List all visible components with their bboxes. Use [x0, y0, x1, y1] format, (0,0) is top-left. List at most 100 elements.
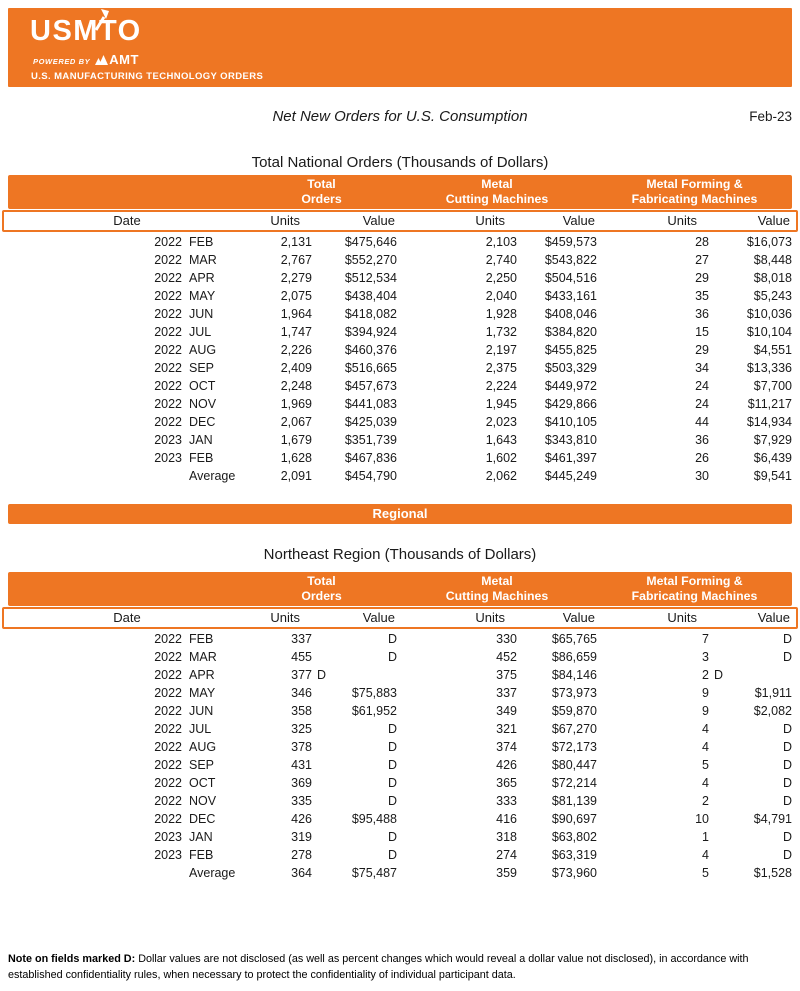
cutting-units-cell: 359	[496, 866, 517, 880]
footnote: Note on fields marked D: Dollar values a…	[8, 952, 792, 983]
table-row: 2022 OCT 369 D 365 $72,214 4 D	[8, 774, 792, 792]
cutting-value-cell: $67,270	[551, 722, 597, 736]
total-value-cell: D	[317, 668, 327, 682]
total-units-cell: 377	[291, 668, 312, 682]
average-row: Average 364 $75,487 359 $73,960 5 $1,528	[8, 864, 792, 882]
cutting-units-cell: 330	[496, 632, 517, 646]
date-column-header: Date	[113, 610, 141, 625]
date-year-cell: 2022	[154, 704, 182, 718]
total-value-cell: $457,673	[344, 379, 397, 393]
forming-units-cell: 26	[695, 451, 709, 465]
total-units-cell: 278	[291, 848, 312, 862]
date-month-cell: FEB	[189, 235, 214, 249]
cutting-value-cell: $72,173	[551, 740, 597, 754]
forming-units-cell: 34	[695, 361, 709, 375]
forming-units-cell: 4	[702, 776, 709, 790]
forming-units-cell: 5	[702, 866, 709, 880]
group-label-line: Metal	[481, 574, 513, 588]
forming-value-cell: D	[782, 632, 792, 646]
regional-banner: Regional	[8, 504, 792, 524]
forming-units-cell: 4	[702, 848, 709, 862]
table-row: 2022 AUG 378 D 374 $72,173 4 D	[8, 738, 792, 756]
total-units-cell: 378	[291, 740, 312, 754]
cutting-value-cell: $90,697	[551, 812, 597, 826]
total-units-cell: 2,279	[280, 271, 312, 285]
forming-value-cell: D	[782, 722, 792, 736]
cutting-value-cell: $429,866	[544, 397, 597, 411]
forming-units-cell: 44	[695, 415, 709, 429]
total-units-cell: 2,091	[280, 469, 312, 483]
forming-units-cell: 27	[695, 253, 709, 267]
forming-units-cell: 4	[702, 722, 709, 736]
table-row: 2022 FEB 2,131 $475,646 2,103 $459,573 28 $16,0…	[8, 233, 792, 251]
total-units-cell: 369	[291, 776, 312, 790]
cutting-units-cell: 2,103	[485, 235, 517, 249]
total-value-cell: $75,487	[351, 866, 397, 880]
footnote-text: Dollar values are not disclosed (as well…	[8, 953, 749, 981]
date-month-cell: JUN	[189, 307, 214, 321]
date-month-cell: DEC	[189, 415, 216, 429]
date-year-cell: 2022	[154, 740, 182, 754]
cutting-units-cell: 274	[496, 848, 517, 862]
date-year-cell: 2022	[154, 776, 182, 790]
title-row: Net New Orders for U.S. Consumption Feb-…	[0, 108, 800, 127]
report-period: Feb-23	[749, 109, 792, 124]
total-units-cell: 346	[291, 686, 312, 700]
forming-value-cell: D	[782, 830, 792, 844]
forming-value-cell: $9,541	[753, 469, 792, 483]
cutting-value-cell: $84,146	[551, 668, 597, 682]
date-month-cell: MAR	[189, 253, 217, 267]
total-units-cell: 2,075	[280, 289, 312, 303]
total-value-cell: $75,883	[351, 686, 397, 700]
forming-value-cell: $4,791	[753, 812, 792, 826]
usmto-logo: USMTO	[30, 9, 142, 46]
forming-value-cell: $14,934	[746, 415, 792, 429]
total-units-cell: 2,067	[280, 415, 312, 429]
total-units-cell: 337	[291, 632, 312, 646]
date-month-cell: OCT	[189, 379, 216, 393]
total-units-cell: 2,226	[280, 343, 312, 357]
forming-units-cell: 28	[695, 235, 709, 249]
cutting-units-cell: 1,945	[485, 397, 517, 411]
table-row: 2022 NOV 1,969 $441,083 1,945 $429,866 24 $11,2…	[8, 395, 792, 413]
total-units-cell: 1,964	[280, 307, 312, 321]
northeast-table-rows: 2022 FEB 337 D 330 $65,765 7 D 2022 MAR 455 D 452 $86…	[8, 630, 792, 882]
cutting-value-cell: $459,573	[544, 235, 597, 249]
total-value-cell: D	[387, 650, 397, 664]
national-column-header-row: Date Units Value Units Value Units Value	[2, 210, 798, 232]
date-year-cell: 2022	[154, 686, 182, 700]
units-column-header: Units	[475, 610, 505, 625]
total-units-cell: 455	[291, 650, 312, 664]
date-year-cell: 2022	[154, 271, 182, 285]
table-row: 2022 DEC 2,067 $425,039 2,023 $410,105 44 $14,9…	[8, 413, 792, 431]
column-group-metal-forming: Metal Forming & Fabricating Machines	[597, 177, 792, 206]
date-month-cell: FEB	[189, 632, 214, 646]
date-year-cell	[8, 864, 182, 882]
date-month-cell: Average	[189, 866, 236, 880]
date-month-cell: OCT	[189, 776, 216, 790]
table-row: 2022 NOV 335 D 333 $81,139 2 D	[8, 792, 792, 810]
cutting-units-cell: 365	[496, 776, 517, 790]
table-row: 2022 FEB 337 D 330 $65,765 7 D	[8, 630, 792, 648]
group-label-line: Fabricating Machines	[631, 588, 758, 603]
cutting-value-cell: $73,960	[551, 866, 597, 880]
value-column-header: Value	[757, 610, 790, 625]
forming-value-cell: D	[782, 740, 792, 754]
cutting-value-cell: $343,810	[544, 433, 597, 447]
forming-value-cell: D	[782, 848, 792, 862]
date-month-cell: APR	[189, 271, 215, 285]
powered-by-label: POWERED BY	[33, 57, 91, 66]
forming-value-cell: D	[782, 758, 792, 772]
report-title: Net New Orders for U.S. Consumption	[272, 108, 528, 125]
column-group-metal-forming: Metal Forming & Fabricating Machines	[597, 574, 792, 603]
table-row: 2023 JAN 1,679 $351,739 1,643 $343,810 36 $7,92…	[8, 431, 792, 449]
total-value-cell: $394,924	[344, 325, 397, 339]
date-month-cell: SEP	[189, 758, 215, 772]
forming-value-cell: $10,104	[746, 325, 792, 339]
cutting-units-cell: 375	[496, 668, 517, 682]
total-units-cell: 426	[291, 812, 312, 826]
brand-header: USMTO POWERED BY AMT U.S. MANUFACTURING …	[8, 8, 792, 87]
date-year-cell	[8, 467, 182, 485]
cutting-units-cell: 321	[496, 722, 517, 736]
date-year-cell: 2023	[154, 830, 182, 844]
